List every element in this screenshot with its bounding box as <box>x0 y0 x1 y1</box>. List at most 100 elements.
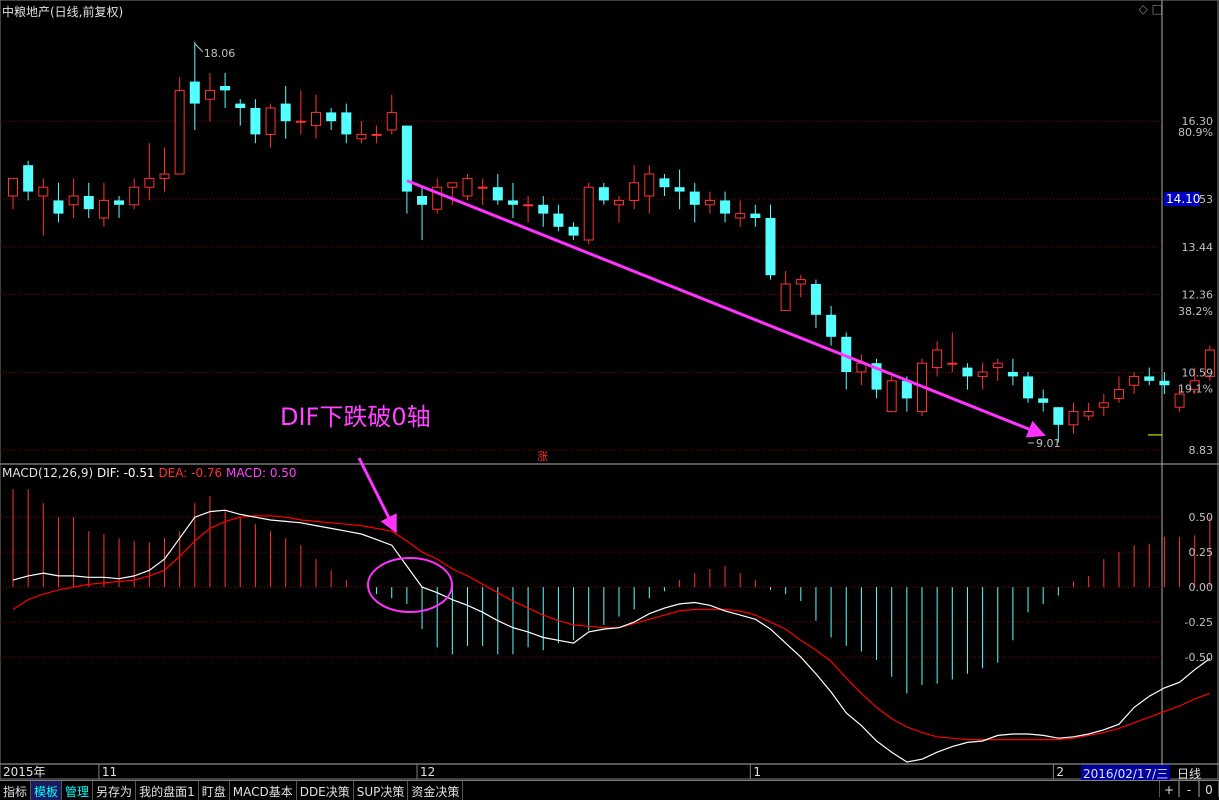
candle-body <box>53 200 64 214</box>
candle-body <box>492 187 503 201</box>
toolbar-item-save-as[interactable]: 另存为 <box>93 781 137 800</box>
candle-body <box>447 182 458 188</box>
candle-body <box>1098 402 1109 408</box>
macd-legend: MACD(12,26,9) DIF: -0.51 DEA: -0.76 MACD… <box>2 466 297 480</box>
candle-body <box>947 362 958 365</box>
toolbar-item-dde[interactable]: DDE决策 <box>297 781 354 800</box>
candle-body <box>341 112 352 135</box>
candle-body <box>977 371 988 377</box>
zoom-controls: + - 0 <box>1159 781 1219 797</box>
candle-body <box>265 107 276 135</box>
candle-body <box>1174 393 1185 408</box>
price-tick-label: 16.30 <box>1182 115 1214 128</box>
zoom-out-button[interactable]: - <box>1179 781 1199 797</box>
macd-legend-dea: DEA: -0.76 <box>158 466 223 480</box>
annotation-arrow <box>357 457 397 534</box>
period-label[interactable]: 日线 <box>1177 767 1202 781</box>
macd-tick-label: 0.50 <box>1189 511 1214 524</box>
macd-legend-name: MACD(12,26,9) <box>2 466 94 480</box>
candle-body <box>720 200 731 214</box>
candle-body <box>871 363 882 390</box>
toolbar-item-indicator[interactable]: 指标 <box>0 781 32 800</box>
pct-tick-label: 19.1% <box>1178 383 1213 396</box>
macd-legend-macd: MACD: 0.50 <box>226 466 297 480</box>
zoom-reset-button[interactable]: 0 <box>1199 781 1219 797</box>
candle-body <box>704 199 715 206</box>
macd-tick-label: 0.00 <box>1189 581 1214 594</box>
candle-body <box>598 187 609 201</box>
low-label: 9.01 <box>1036 437 1061 450</box>
candle-body <box>795 279 806 285</box>
candle-body <box>23 165 34 192</box>
candle-body <box>765 218 776 276</box>
candle-body <box>886 380 897 413</box>
price-tick-label: 8.83 <box>1189 444 1214 457</box>
grid-lines <box>0 0 1219 780</box>
toolbar-item-manage[interactable]: 管理 <box>62 781 94 800</box>
toolbar-item-sup[interactable]: SUP决策 <box>354 781 409 800</box>
candle-body <box>780 283 791 311</box>
high-label: 18.06 <box>204 47 236 60</box>
trend-arrow <box>406 179 1046 438</box>
toolbar-item-fund[interactable]: 资金决策 <box>408 781 464 800</box>
candle-body <box>98 199 109 219</box>
candle-body <box>129 186 140 206</box>
candle-body <box>750 213 761 218</box>
candle-body <box>1113 389 1124 399</box>
pct-tick-label: 38.2% <box>1178 305 1213 318</box>
candle-body <box>371 133 382 136</box>
candle-body <box>507 200 518 205</box>
candle-body <box>8 177 18 197</box>
candle-body <box>1204 349 1215 377</box>
stock-chart[interactable]: 16.3014.5313.4412.3610.598.8380.9%38.2%1… <box>0 0 1219 780</box>
candle-body <box>992 362 1003 369</box>
x-tick-label: 12 <box>420 765 435 779</box>
candle-body <box>1129 375 1140 386</box>
toolbar-item-template[interactable]: 模板 <box>31 781 63 800</box>
candle-body <box>674 187 685 192</box>
high-pointer <box>194 43 204 53</box>
x-tick-label: 11 <box>102 765 117 779</box>
candle-body <box>417 196 428 205</box>
candle-body <box>1144 376 1155 381</box>
dif-line <box>12 509 1211 763</box>
candle-body <box>144 177 155 188</box>
macd-tick-label: 0.25 <box>1189 546 1214 559</box>
window-controls-icon[interactable]: ◇ □ <box>1138 2 1163 16</box>
axis-labels: 16.3014.5313.4412.3610.598.8380.9%38.2%1… <box>0 115 1213 779</box>
candle-body <box>1053 407 1064 425</box>
candle-body <box>614 199 624 206</box>
candle-body <box>189 81 200 104</box>
chart-title: 中粮地产(日线,前复权) <box>2 5 124 19</box>
candle-body <box>553 213 564 227</box>
toolbar-item-watch[interactable]: 盯盘 <box>199 781 230 800</box>
candle-body <box>1189 380 1200 391</box>
candle-body <box>114 200 125 205</box>
chart-frame <box>0 0 1219 780</box>
candle-body <box>1023 376 1034 399</box>
candle-body <box>538 204 549 214</box>
zhang-marker: 涨 <box>537 450 548 463</box>
candle-body <box>68 195 79 206</box>
candle-body <box>386 111 397 131</box>
candle-body <box>1159 380 1170 386</box>
candle-body <box>932 349 943 369</box>
candle-body <box>841 336 852 372</box>
candle-body <box>962 367 973 377</box>
candle-body <box>1083 411 1094 417</box>
date-cursor: 2016/02/17/三 <box>1081 765 1171 782</box>
annotations: 18.06 9.01 涨 <box>194 43 1162 613</box>
zoom-in-button[interactable]: + <box>1159 781 1179 797</box>
candle-body <box>174 89 185 175</box>
macd-legend-dif: DIF: -0.51 <box>96 466 155 480</box>
toolbar-item-my-panel[interactable]: 我的盘面1 <box>136 781 199 800</box>
candle-body <box>629 182 640 201</box>
candle-body <box>432 186 443 210</box>
candle-body <box>644 173 655 197</box>
candle-body <box>250 108 261 135</box>
candle-body <box>38 186 49 197</box>
candle-body <box>810 284 821 315</box>
dea-line <box>12 515 1211 741</box>
toolbar-item-macd-basic[interactable]: MACD基本 <box>230 781 297 800</box>
price-tick-label: 13.44 <box>1182 241 1214 254</box>
